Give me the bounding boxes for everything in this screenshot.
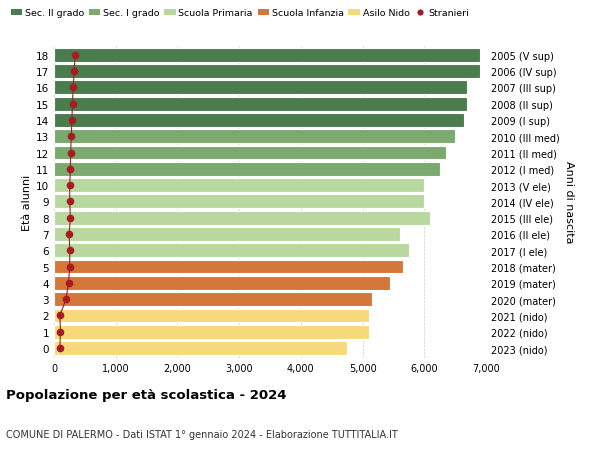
Legend: Sec. II grado, Sec. I grado, Scuola Primaria, Scuola Infanzia, Asilo Nido, Stran: Sec. II grado, Sec. I grado, Scuola Prim… xyxy=(11,9,469,18)
Bar xyxy=(54,325,369,339)
Bar xyxy=(54,195,424,209)
Bar xyxy=(54,179,424,193)
Text: Popolazione per età scolastica - 2024: Popolazione per età scolastica - 2024 xyxy=(6,388,287,401)
Bar xyxy=(54,211,430,225)
Bar xyxy=(54,49,480,62)
Bar xyxy=(54,292,372,307)
Bar xyxy=(54,162,440,176)
Bar xyxy=(54,276,391,290)
Bar xyxy=(54,65,480,79)
Bar xyxy=(54,146,446,160)
Text: COMUNE DI PALERMO - Dati ISTAT 1° gennaio 2024 - Elaborazione TUTTITALIA.IT: COMUNE DI PALERMO - Dati ISTAT 1° gennai… xyxy=(6,429,398,439)
Bar xyxy=(54,130,455,144)
Bar xyxy=(54,309,369,323)
Bar xyxy=(54,97,467,112)
Bar xyxy=(54,260,403,274)
Bar xyxy=(54,228,400,241)
Bar xyxy=(54,244,409,257)
Bar xyxy=(54,114,464,128)
Y-axis label: Anni di nascita: Anni di nascita xyxy=(563,161,574,243)
Y-axis label: Età alunni: Età alunni xyxy=(22,174,32,230)
Bar xyxy=(54,341,347,355)
Bar xyxy=(54,81,467,95)
